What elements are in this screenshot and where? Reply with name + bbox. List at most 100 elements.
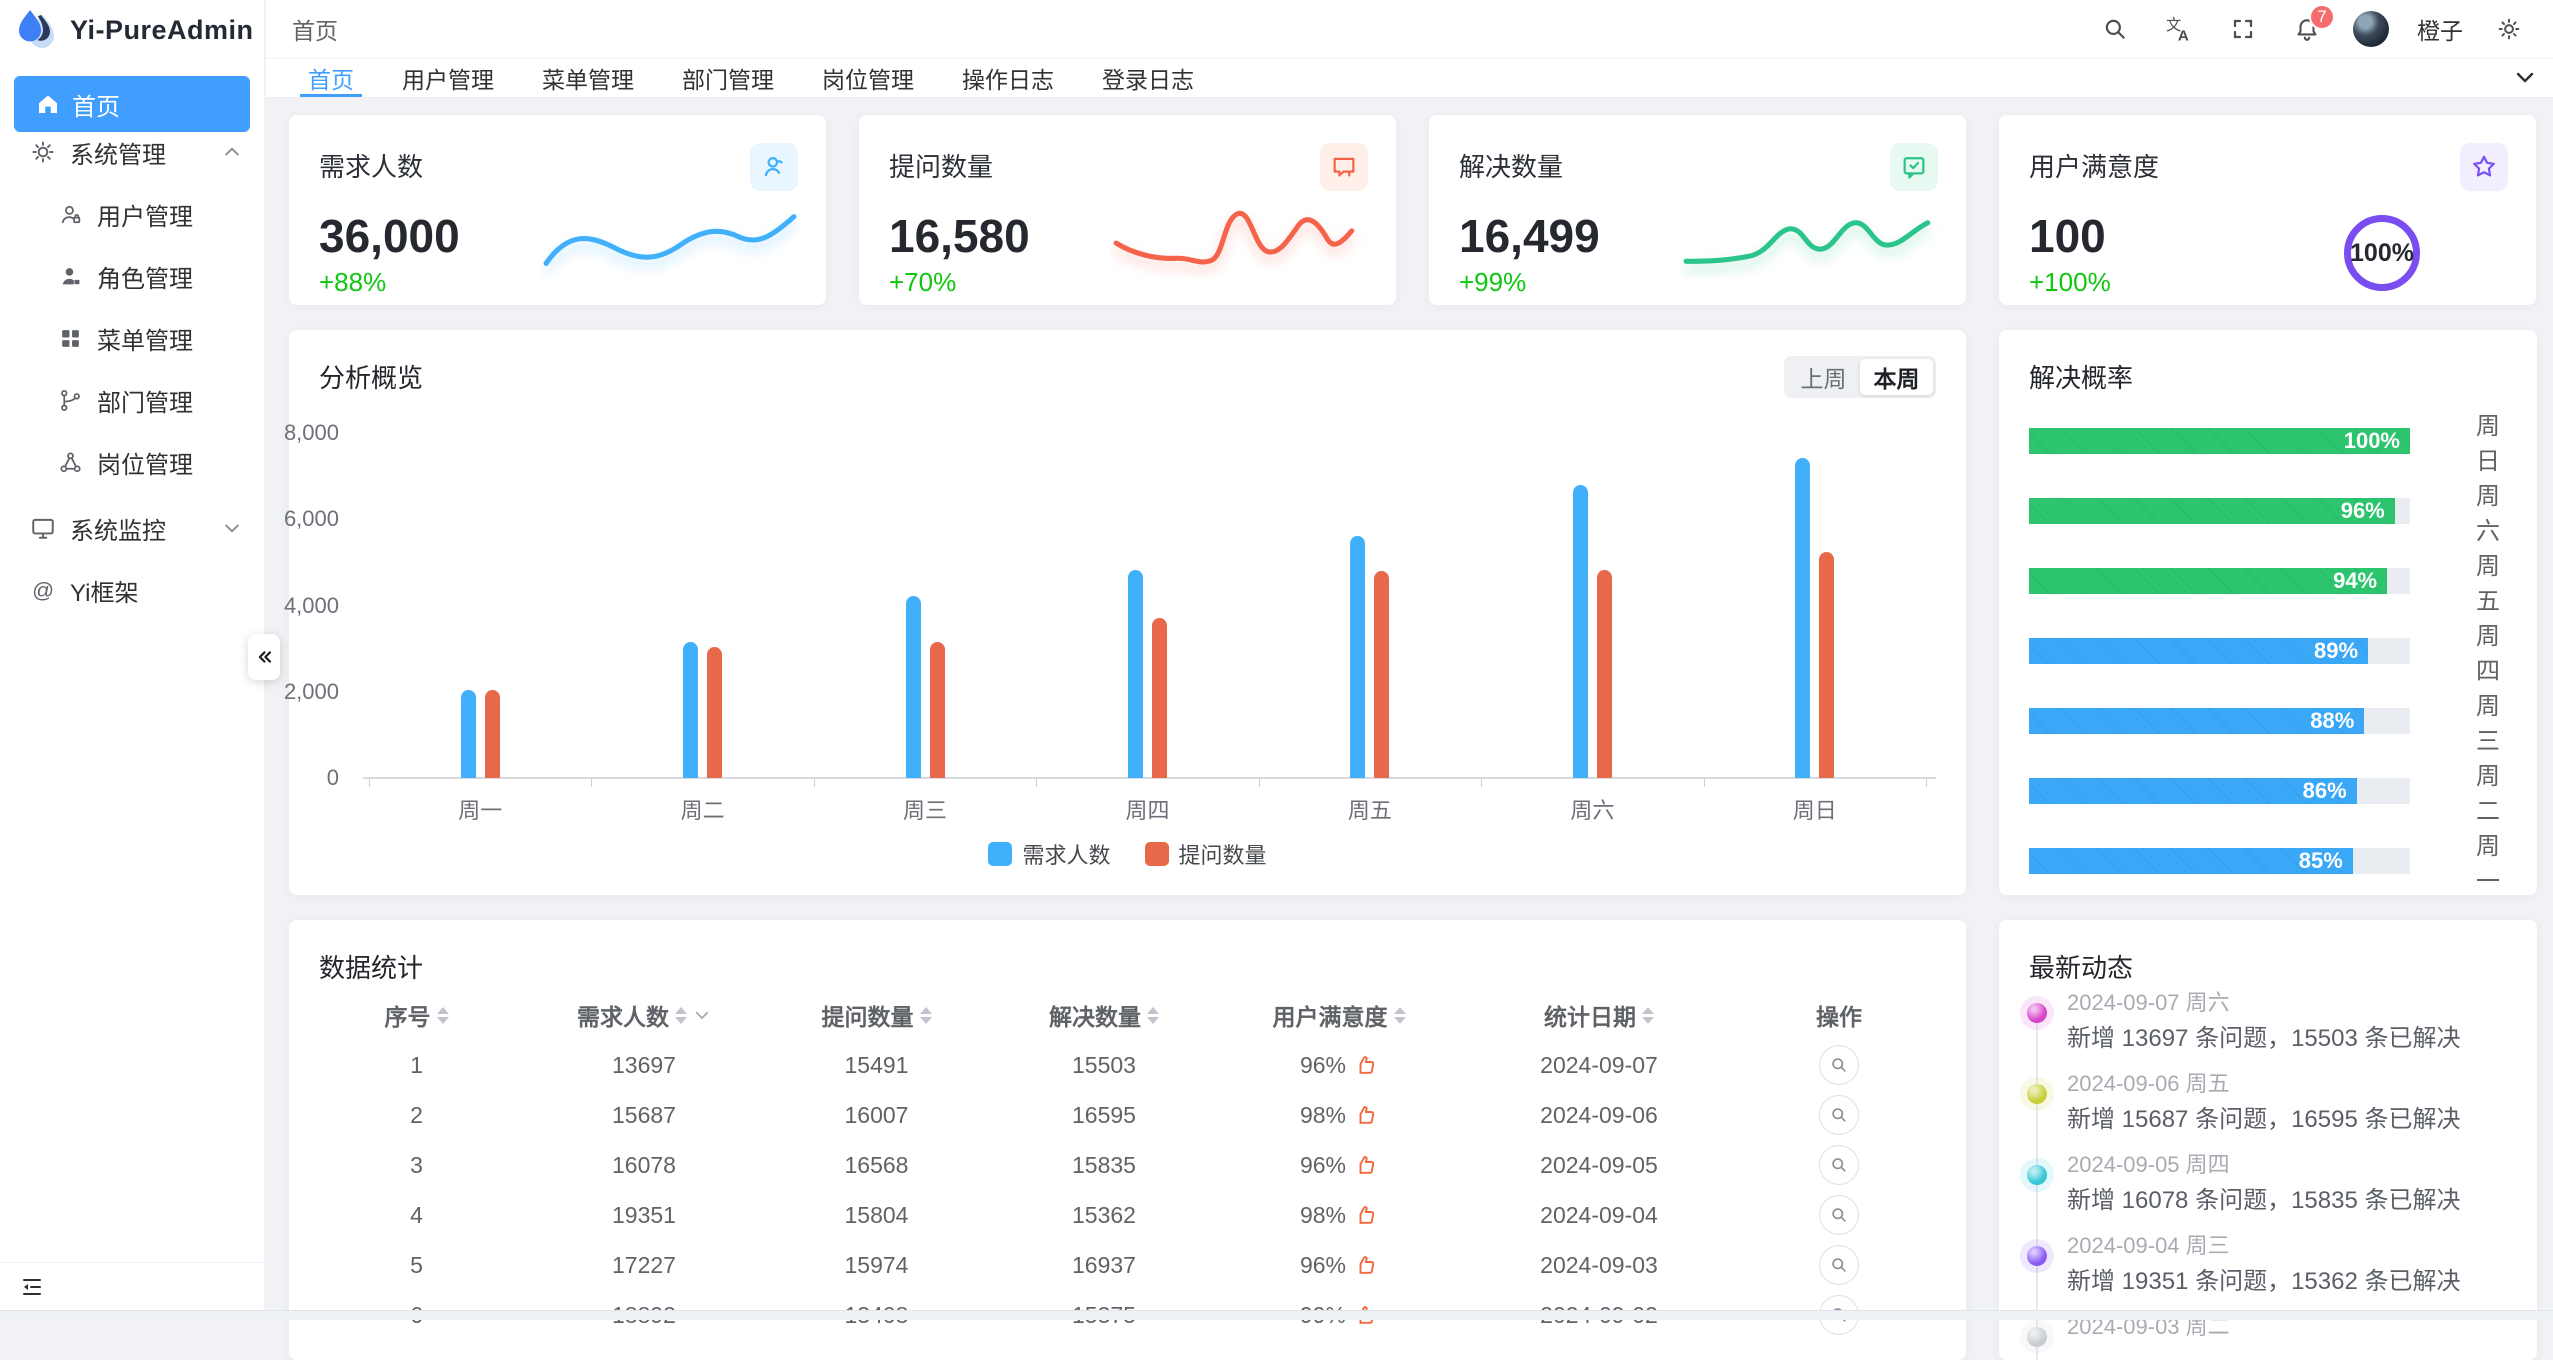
cell-value: 2024-09-06 — [1540, 1102, 1658, 1129]
column-header-用户满意度[interactable]: 用户满意度 — [1219, 998, 1459, 1032]
sidebar-collapse-handle[interactable] — [248, 634, 280, 680]
table-cell: 15974 — [764, 1252, 989, 1279]
x-axis-tick — [591, 779, 592, 787]
stat-value: 16,580 — [889, 209, 1030, 263]
legend-item-需求人数[interactable]: 需求人数 — [988, 838, 1110, 870]
x-axis-category-label: 周日 — [1755, 793, 1875, 825]
solve-rate-row-周一: 85%周一 — [2029, 848, 2507, 874]
avatar[interactable] — [2353, 11, 2389, 47]
column-header-序号[interactable]: 序号 — [309, 998, 524, 1032]
sidebar-item-system-mgmt[interactable]: 系统管理 — [0, 124, 264, 180]
tab-用户管理[interactable]: 用户管理 — [378, 59, 518, 97]
cell-value: 17227 — [612, 1252, 676, 1279]
search-icon[interactable] — [2097, 11, 2133, 47]
filter-chevron-icon[interactable] — [693, 1006, 711, 1024]
sidebar-subitem-3[interactable]: 菜单管理 — [0, 310, 264, 366]
table-cell-action — [1739, 1045, 1939, 1085]
bar-提问数量-周二[interactable] — [707, 647, 722, 778]
sort-caret-icon[interactable] — [1642, 1007, 1654, 1024]
progress-value: 96% — [2341, 498, 2385, 524]
legend-item-提问数量[interactable]: 提问数量 — [1145, 838, 1267, 870]
bar-提问数量-周四[interactable] — [1152, 618, 1167, 778]
sidebar-item-yi-framework[interactable]: @ Yi框架 — [0, 562, 264, 618]
sidebar-subitem-5[interactable]: 岗位管理 — [0, 434, 264, 490]
column-header-解决数量[interactable]: 解决数量 — [989, 998, 1219, 1032]
table-cell: 2 — [309, 1102, 524, 1129]
toggle-last-week[interactable]: 上周 — [1787, 359, 1860, 395]
cell-value: 2024-09-07 — [1540, 1052, 1658, 1079]
tab-菜单管理[interactable]: 菜单管理 — [518, 59, 658, 97]
bar-需求人数-周六[interactable] — [1573, 485, 1588, 778]
sort-caret-icon[interactable] — [920, 1007, 932, 1024]
timeline-dot — [2027, 1084, 2047, 1104]
progress-track: 86% — [2029, 778, 2410, 804]
tab-首页[interactable]: 首页 — [284, 59, 378, 97]
fullscreen-icon[interactable] — [2225, 11, 2261, 47]
bar-需求人数-周三[interactable] — [906, 596, 921, 778]
sort-caret-icon[interactable] — [1147, 1007, 1159, 1024]
horizontal-scrollbar[interactable] — [0, 1310, 2553, 1320]
view-row-button[interactable] — [1819, 1245, 1859, 1285]
progress-day-label: 周六 — [2476, 498, 2507, 524]
sidebar-subitem-4[interactable]: 部门管理 — [0, 372, 264, 428]
legend-label: 提问数量 — [1179, 838, 1267, 870]
cell-value: 16007 — [845, 1102, 909, 1129]
bar-需求人数-周一[interactable] — [461, 690, 476, 778]
tab-岗位管理[interactable]: 岗位管理 — [798, 59, 938, 97]
bar-需求人数-周四[interactable] — [1128, 570, 1143, 778]
stat-delta: +99% — [1459, 267, 1526, 298]
table-cell: 16937 — [989, 1252, 1219, 1279]
view-row-button[interactable] — [1819, 1045, 1859, 1085]
tab-部门管理[interactable]: 部门管理 — [658, 59, 798, 97]
sort-caret-icon[interactable] — [437, 1007, 449, 1024]
week-toggle: 上周 本周 — [1784, 356, 1936, 398]
sidebar-item-system-monitor[interactable]: 系统监控 — [0, 500, 264, 556]
translate-icon[interactable]: 文 A — [2161, 11, 2197, 47]
bar-需求人数-周日[interactable] — [1795, 458, 1810, 778]
sort-caret-icon[interactable] — [1394, 1007, 1406, 1024]
bar-提问数量-周一[interactable] — [485, 690, 500, 778]
x-axis-tick — [814, 779, 815, 787]
table-cell: 15503 — [989, 1052, 1219, 1079]
bar-提问数量-周三[interactable] — [930, 642, 945, 778]
x-axis-category-label: 周三 — [865, 793, 985, 825]
tab-登录日志[interactable]: 登录日志 — [1078, 59, 1218, 97]
tab-操作日志[interactable]: 操作日志 — [938, 59, 1078, 97]
x-axis-category-label: 周二 — [643, 793, 763, 825]
x-axis-category-label: 周一 — [420, 793, 540, 825]
bar-提问数量-周六[interactable] — [1597, 570, 1612, 778]
sort-caret-icon[interactable] — [675, 1007, 687, 1024]
breadcrumb[interactable]: 首页 — [292, 12, 338, 46]
message-check-icon — [1890, 143, 1938, 191]
bar-提问数量-周日[interactable] — [1819, 552, 1834, 778]
stat-card-solved: 解决数量 16,499 +99% — [1429, 115, 1966, 305]
table-cell-action — [1739, 1245, 1939, 1285]
view-row-button[interactable] — [1819, 1095, 1859, 1135]
toggle-this-week[interactable]: 本周 — [1860, 359, 1933, 395]
gear-icon[interactable] — [2491, 11, 2527, 47]
progress-track: 96% — [2029, 498, 2410, 524]
view-row-button[interactable] — [1819, 1145, 1859, 1185]
column-label: 序号 — [385, 998, 431, 1032]
bar-提问数量-周五[interactable] — [1374, 571, 1389, 778]
thumb-up-icon — [1354, 1203, 1378, 1227]
collapse-double-chevron-icon — [253, 646, 275, 668]
bar-需求人数-周二[interactable] — [683, 642, 698, 778]
username[interactable]: 橙子 — [2417, 12, 2463, 46]
bar-group-周二 — [591, 433, 813, 778]
bell-icon[interactable]: 7 — [2289, 11, 2325, 47]
solve-rate-row-周二: 86%周二 — [2029, 778, 2507, 804]
column-header-提问数量[interactable]: 提问数量 — [764, 998, 989, 1032]
cell-value: 4 — [410, 1202, 423, 1229]
view-row-button[interactable] — [1819, 1195, 1859, 1235]
table-cell: 17227 — [524, 1252, 764, 1279]
column-header-统计日期[interactable]: 统计日期 — [1459, 998, 1739, 1032]
bar-需求人数-周五[interactable] — [1350, 536, 1365, 778]
sidebar-subitem-2[interactable]: 角色管理 — [0, 248, 264, 304]
sidebar-subitem-1[interactable]: 用户管理 — [0, 186, 264, 242]
column-header-需求人数[interactable]: 需求人数 — [524, 998, 764, 1032]
sidebar-subitem-label: 用户管理 — [97, 197, 193, 232]
collapse-sidebar-icon[interactable] — [20, 1275, 44, 1299]
tabbar-chevron-down-icon[interactable] — [2513, 65, 2537, 89]
